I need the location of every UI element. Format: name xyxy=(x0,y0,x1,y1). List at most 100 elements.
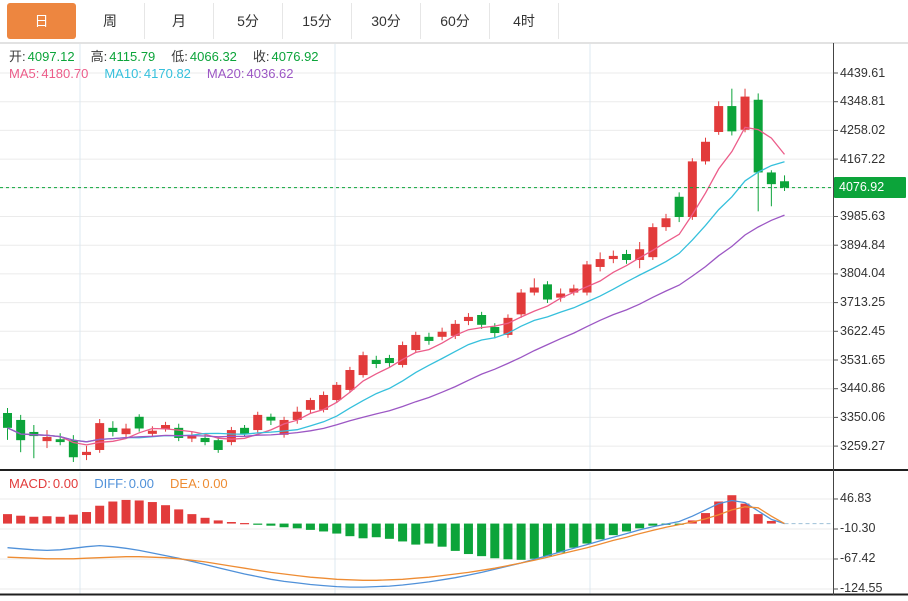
tab-day[interactable]: 日 xyxy=(7,3,76,39)
candle-body xyxy=(266,416,276,421)
y-axis-label: 3894.84 xyxy=(840,237,886,252)
candle-body xyxy=(332,384,342,401)
macd-histogram-bar xyxy=(279,523,289,528)
macd-histogram-bar xyxy=(226,522,236,524)
diff-value: 0.00 xyxy=(128,476,155,491)
candle-body xyxy=(200,437,210,443)
candle-body xyxy=(674,196,684,218)
candle-body xyxy=(345,370,355,390)
candle-body xyxy=(411,334,421,351)
tab-15min[interactable]: 15分 xyxy=(283,3,352,39)
macd-histogram-bar xyxy=(68,514,78,524)
candle-body xyxy=(701,141,711,162)
y-axis-label: 3350.06 xyxy=(840,409,886,424)
candle-body xyxy=(42,437,52,442)
y-axis-label: 4348.81 xyxy=(840,94,886,109)
candle-body xyxy=(187,435,197,439)
macd-histogram-bar xyxy=(437,523,447,547)
tab-60min[interactable]: 60分 xyxy=(421,3,490,39)
macd-histogram-bar xyxy=(635,523,645,529)
open-label: 开: xyxy=(9,49,26,64)
macd-histogram-bar xyxy=(450,523,460,551)
period-tabbar: 日 周 月 5分 15分 30分 60分 4时 xyxy=(0,0,908,43)
macd-histogram-bar xyxy=(200,517,210,524)
close-value: 4076.92 xyxy=(271,49,319,64)
tab-30min[interactable]: 30分 xyxy=(352,3,421,39)
dea-label: DEA: xyxy=(170,476,201,491)
candle-body xyxy=(424,336,434,341)
macd-histogram-bar xyxy=(398,523,408,542)
candle-body xyxy=(569,288,579,293)
y-axis-label: 3804.04 xyxy=(840,266,886,281)
candle-body xyxy=(477,315,487,325)
ma5-line xyxy=(7,126,786,446)
macd-histogram-bar xyxy=(345,523,355,537)
macd-histogram-bar xyxy=(490,523,500,559)
ma20-line xyxy=(7,214,785,443)
macd-histogram-bar xyxy=(384,523,394,539)
macd-legend: MACD: 0.00 DIFF: 0.00 DEA: 0.00 xyxy=(9,476,228,491)
y-axis-label: -67.42 xyxy=(840,551,876,566)
candle-body xyxy=(608,255,618,260)
candle-body xyxy=(55,439,65,443)
macd-histogram-bar xyxy=(147,502,157,524)
y-axis-label: 3713.25 xyxy=(840,295,886,310)
y-axis-label: 46.83 xyxy=(840,491,872,506)
macd-histogram-bar xyxy=(29,516,39,524)
tab-week[interactable]: 周 xyxy=(76,3,145,39)
tab-5min[interactable]: 5分 xyxy=(214,3,283,39)
macd-histogram-bar xyxy=(16,515,26,524)
y-axis-label: -10.30 xyxy=(840,521,876,536)
tab-month[interactable]: 月 xyxy=(145,3,214,39)
candle-body xyxy=(305,400,315,410)
diff-line xyxy=(7,499,785,588)
candle-body xyxy=(635,249,645,261)
candle-body xyxy=(279,419,289,435)
candle-body xyxy=(213,440,223,450)
macd-histogram-bar xyxy=(766,520,776,524)
candle-body xyxy=(780,181,790,188)
y-axis-label: -124.55 xyxy=(840,581,883,596)
candle-body xyxy=(358,355,368,376)
tab-4hour[interactable]: 4时 xyxy=(490,3,559,39)
candle-body xyxy=(147,430,157,434)
candle-body xyxy=(3,412,12,428)
candle-body xyxy=(727,106,737,132)
macd-histogram-bar xyxy=(42,516,52,524)
macd-histogram-bar xyxy=(121,499,131,524)
ma5-label: MA5: xyxy=(9,66,40,81)
macd-histogram-bar xyxy=(174,509,184,524)
candle-body xyxy=(621,253,631,261)
candle-body xyxy=(174,427,184,438)
macd-histogram-bar xyxy=(305,523,315,530)
macd-histogram-bar xyxy=(582,523,592,544)
macd-histogram-bar xyxy=(253,523,263,525)
y-axis-label: 4439.61 xyxy=(840,65,886,80)
macd-histogram-bar xyxy=(529,523,539,559)
candle-body xyxy=(661,218,671,228)
candle-body xyxy=(437,331,447,337)
diff-label: DIFF: xyxy=(94,476,127,491)
candle-body xyxy=(753,99,763,173)
candle-body xyxy=(556,293,566,298)
candle-body xyxy=(82,451,92,456)
macd-histogram-bar xyxy=(82,512,92,524)
y-axis-label: 3622.45 xyxy=(840,323,886,338)
macd-histogram-bar xyxy=(542,523,552,557)
y-axis-label: 4258.02 xyxy=(840,122,886,137)
ma10-line xyxy=(7,161,785,443)
candle-body xyxy=(766,172,776,185)
y-axis-label: 3259.27 xyxy=(840,438,886,453)
macd-histogram-bar xyxy=(621,523,631,532)
macd-histogram-bar xyxy=(569,523,579,548)
macd-histogram-bar xyxy=(319,523,329,532)
candle-body xyxy=(740,96,750,130)
candle-body xyxy=(134,416,144,429)
macd-histogram-bar xyxy=(108,501,118,524)
macd-histogram-bar xyxy=(358,523,368,539)
macd-histogram-bar xyxy=(292,523,302,529)
current-price-label: 4076.92 xyxy=(834,177,906,199)
macd-histogram-bar xyxy=(3,514,12,524)
macd-histogram-bar xyxy=(753,514,763,524)
